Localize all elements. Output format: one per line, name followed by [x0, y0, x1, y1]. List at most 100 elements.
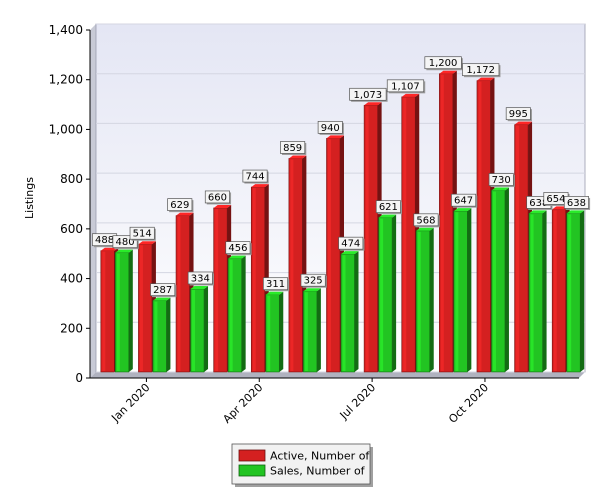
data-label-text: 638: [567, 198, 586, 209]
bar-top: [138, 241, 156, 245]
data-label: 1,172: [462, 63, 501, 78]
bar-side: [354, 251, 359, 372]
data-label-text: 1,172: [466, 65, 495, 76]
bar-side: [241, 255, 246, 372]
bar-side: [204, 285, 209, 372]
bar-top: [416, 227, 434, 231]
bar-top: [303, 288, 321, 292]
bar-top: [439, 70, 457, 74]
data-label-text: 730: [492, 175, 511, 186]
data-label: 940: [317, 120, 344, 135]
data-label-text: 325: [304, 276, 323, 287]
data-label: 325: [300, 273, 327, 288]
bar: [152, 297, 171, 373]
bar-top: [566, 210, 585, 214]
data-label: 1,073: [349, 87, 388, 102]
y-tick-label: 1,200: [49, 73, 83, 87]
data-label-box: [280, 141, 306, 154]
data-label: 568: [413, 213, 440, 228]
legend: Active, Number of Sales, Number of: [231, 443, 373, 487]
data-label: 334: [187, 271, 214, 286]
bar-highlight: [492, 191, 496, 371]
bar-top: [265, 291, 284, 295]
x-tick-label: Jul 2020: [337, 381, 379, 423]
data-label-box: [349, 87, 387, 101]
y-tick-label: 1,000: [49, 122, 83, 136]
data-label-box: [204, 190, 230, 204]
data-label: 629: [167, 198, 194, 213]
x-tick-label: Jan 2020: [108, 381, 152, 425]
bar-highlight: [215, 208, 219, 371]
data-label: 730: [488, 173, 515, 188]
data-label: 660: [204, 190, 232, 205]
y-axis-title: Listings: [23, 177, 36, 219]
bar-top: [514, 121, 533, 125]
data-label: 859: [280, 141, 307, 155]
data-label: 621: [375, 200, 403, 215]
bar-side: [392, 214, 397, 372]
y-tick-label: 800: [60, 172, 83, 186]
bar-side: [128, 249, 133, 372]
data-label: 647: [451, 193, 478, 208]
data-label-text: 488: [95, 235, 114, 246]
bar-top: [152, 297, 171, 301]
data-label-text: 456: [228, 243, 247, 254]
data-label-text: 660: [208, 192, 227, 203]
bar-highlight: [440, 74, 444, 371]
data-label-text: 629: [170, 200, 189, 211]
data-label-box: [375, 200, 401, 213]
data-label-box: [424, 56, 462, 70]
data-label: 474: [338, 236, 365, 251]
data-label: 638: [563, 196, 591, 210]
bar: [303, 288, 321, 373]
bar: [453, 208, 472, 373]
bar: [491, 187, 509, 373]
legend-label: Active, Number of: [270, 450, 370, 463]
bar: [340, 251, 359, 373]
bar-highlight: [553, 210, 557, 371]
data-label-text: 287: [153, 285, 172, 296]
data-label-text: 311: [266, 279, 285, 290]
data-label-box: [129, 226, 155, 240]
bar-highlight: [365, 106, 369, 371]
bar-highlight: [116, 253, 120, 371]
data-label-text: 995: [509, 109, 528, 120]
data-label-text: 334: [191, 273, 210, 284]
data-label-text: 1,200: [429, 58, 458, 69]
bar-highlight: [139, 245, 143, 371]
data-label: 744: [242, 169, 269, 184]
data-label-text: 1,107: [391, 81, 420, 92]
legend-label: Sales, Number of: [270, 465, 366, 478]
data-label-text: 654: [546, 194, 565, 205]
bar-top: [529, 210, 547, 214]
data-label-box: [451, 193, 477, 207]
bar-highlight: [252, 188, 256, 371]
data-label: 514: [129, 226, 156, 241]
y-tick-label: 0: [75, 371, 83, 385]
bar: [378, 214, 397, 373]
data-label-text: 474: [341, 239, 360, 250]
bar-top: [176, 212, 194, 216]
bar-highlight: [478, 81, 482, 371]
data-label-text: 638: [529, 198, 548, 209]
floor: [90, 372, 585, 378]
bar-top: [228, 255, 246, 259]
data-label: 311: [263, 277, 290, 292]
bar-highlight: [328, 139, 331, 371]
bar-highlight: [177, 216, 181, 371]
bar-top: [213, 204, 232, 208]
bar-top: [251, 184, 269, 188]
bar-side: [580, 210, 585, 372]
bar-highlight: [403, 97, 407, 372]
bar-top: [491, 187, 509, 191]
bar: [415, 227, 434, 373]
data-label-text: 1,073: [354, 90, 383, 101]
bar-highlight: [102, 251, 106, 371]
data-label-box: [338, 236, 364, 250]
bar-top: [115, 249, 133, 253]
bar-side: [429, 227, 434, 372]
data-label-box: [317, 120, 343, 134]
